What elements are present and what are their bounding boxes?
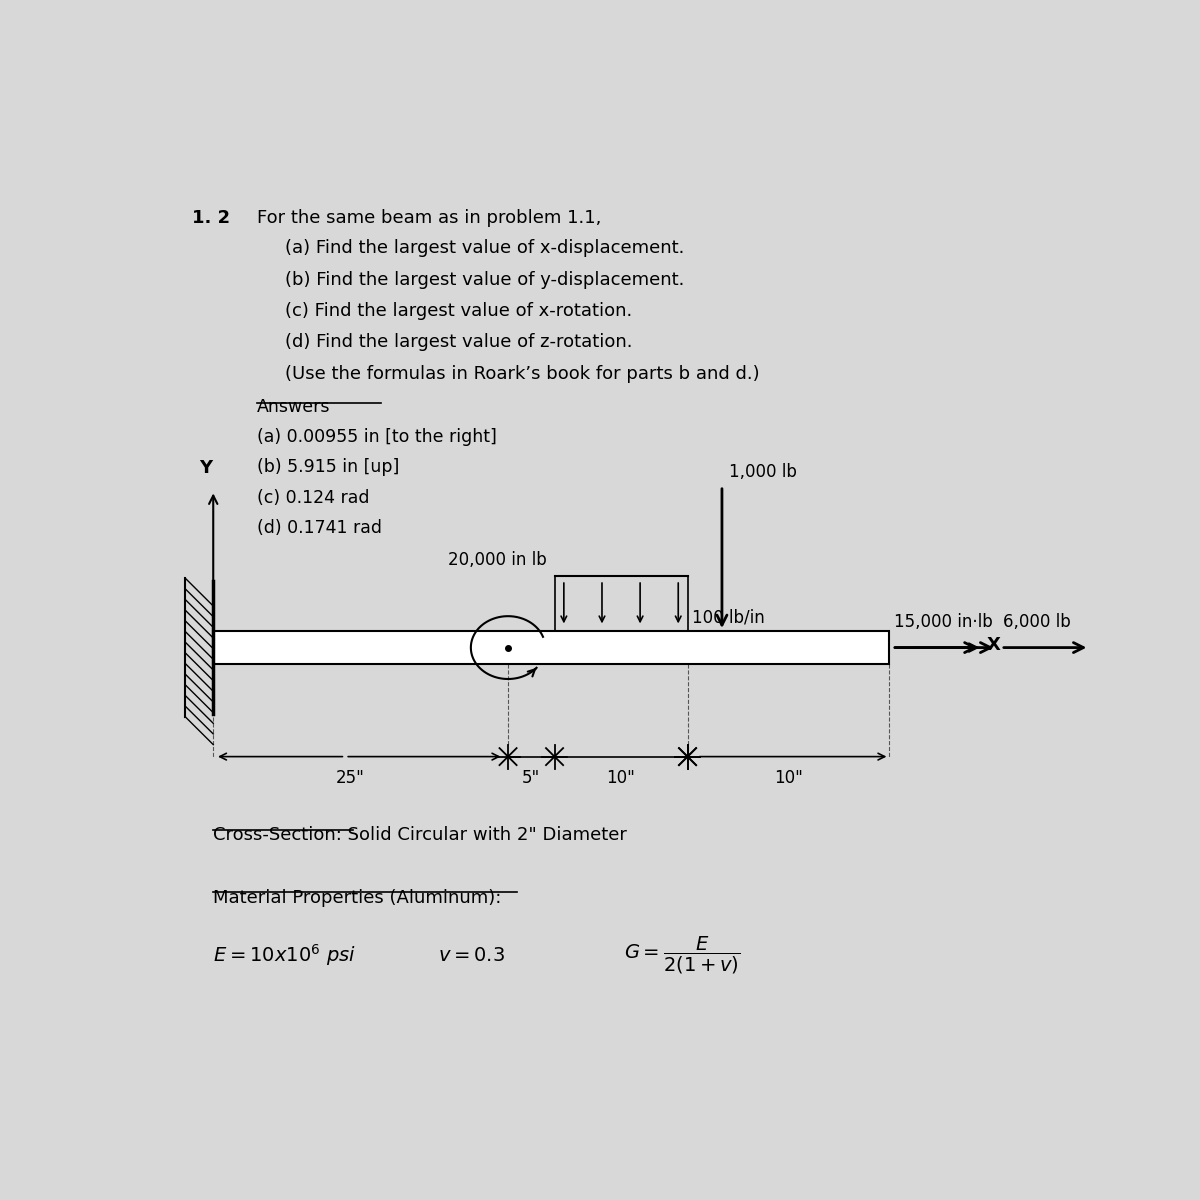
Text: $v = 0.3$: $v = 0.3$ [438, 946, 505, 965]
Text: $E = 10x10^6\ psi$: $E = 10x10^6\ psi$ [214, 942, 356, 968]
Text: 10": 10" [774, 769, 803, 787]
Text: For the same beam as in problem 1.1,: For the same beam as in problem 1.1, [257, 209, 601, 227]
Text: 100 lb/in: 100 lb/in [692, 608, 764, 626]
Text: 5": 5" [522, 769, 540, 787]
Text: Y: Y [199, 458, 212, 476]
Text: 10": 10" [607, 769, 636, 787]
Text: 1,000 lb: 1,000 lb [730, 463, 797, 481]
Text: (c) Find the largest value of x-rotation.: (c) Find the largest value of x-rotation… [284, 302, 632, 320]
Text: 6,000 lb: 6,000 lb [1003, 613, 1070, 631]
Text: 25": 25" [336, 769, 365, 787]
Text: (b) 5.915 in [up]: (b) 5.915 in [up] [257, 458, 400, 476]
Text: $G = \dfrac{E}{2(1+v)}$: $G = \dfrac{E}{2(1+v)}$ [624, 935, 740, 976]
Bar [214, 631, 889, 665]
Text: 1. 2: 1. 2 [192, 209, 230, 227]
Text: (Use the formulas in Roark’s book for parts b and d.): (Use the formulas in Roark’s book for pa… [284, 365, 760, 383]
Text: Cross-Section: Solid Circular with 2" Diameter: Cross-Section: Solid Circular with 2" Di… [214, 826, 628, 844]
Text: (b) Find the largest value of y-displacement.: (b) Find the largest value of y-displace… [284, 270, 684, 288]
Text: (a) Find the largest value of x-displacement.: (a) Find the largest value of x-displace… [284, 239, 684, 257]
Text: X: X [986, 636, 1001, 654]
Text: (d) Find the largest value of z-rotation.: (d) Find the largest value of z-rotation… [284, 334, 632, 352]
Text: 15,000 in·lb: 15,000 in·lb [894, 613, 992, 631]
Text: 20,000 in lb: 20,000 in lb [448, 551, 546, 569]
Text: Material Properties (Aluminum):: Material Properties (Aluminum): [214, 889, 502, 907]
Text: (d) 0.1741 rad: (d) 0.1741 rad [257, 520, 382, 538]
Text: (a) 0.00955 in [to the right]: (a) 0.00955 in [to the right] [257, 427, 497, 445]
Text: Answers: Answers [257, 398, 330, 416]
Text: (c) 0.124 rad: (c) 0.124 rad [257, 488, 370, 506]
